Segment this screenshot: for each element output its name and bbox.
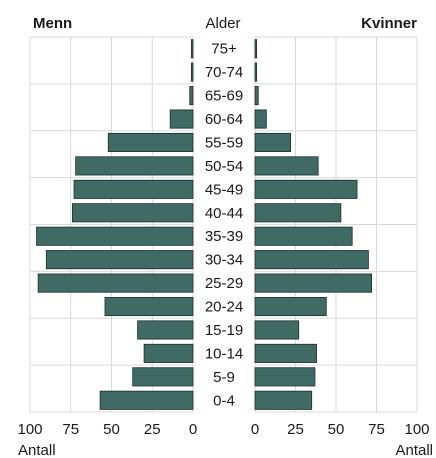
bar-menn-35-39	[36, 226, 194, 246]
age-label: 40-44	[205, 205, 243, 222]
bar-menn-50-54	[75, 156, 194, 176]
age-label: 35-39	[205, 228, 243, 245]
tick-label-left: 100	[17, 421, 42, 438]
tick-label-left: 50	[103, 421, 120, 438]
bar-kvinner-50-54	[254, 156, 319, 176]
tick-label-right: 0	[251, 421, 259, 438]
age-label: 20-24	[205, 299, 243, 316]
age-label: 70-74	[205, 64, 243, 81]
right-axis-label: Antall	[395, 442, 433, 458]
bar-menn-75+	[190, 39, 194, 59]
left-title: Menn	[33, 15, 72, 32]
age-label: 75+	[211, 41, 237, 58]
bar-kvinner-60-64	[254, 109, 267, 129]
tick-label-left: 25	[144, 421, 161, 438]
bar-kvinner-15-19	[254, 320, 300, 340]
bar-kvinner-5-9	[254, 367, 316, 387]
age-label: 0-4	[213, 392, 235, 409]
bar-menn-5-9	[132, 367, 194, 387]
bar-menn-45-49	[73, 179, 194, 199]
right-title: Kvinner	[361, 15, 417, 32]
tick-label-left: 75	[62, 421, 79, 438]
bar-menn-30-34	[45, 250, 194, 270]
age-label: 25-29	[205, 275, 243, 292]
tick-label-right: 100	[404, 421, 429, 438]
age-label: 5-9	[213, 369, 235, 386]
tick-label-right: 50	[328, 421, 345, 438]
bar-menn-10-14	[143, 343, 194, 363]
tick-label-left: 0	[189, 421, 197, 438]
tick-label-right: 25	[287, 421, 304, 438]
axis-ticks: 0 0 25 25 50 50 75 75 100 100	[17, 421, 429, 438]
age-label: 60-64	[205, 111, 243, 128]
bar-menn-25-29	[37, 273, 194, 293]
bar-kvinner-65-69	[254, 86, 259, 106]
bar-menn-65-69	[189, 86, 194, 106]
bars	[36, 39, 373, 410]
bar-menn-40-44	[71, 203, 194, 223]
age-label: 55-59	[205, 134, 243, 151]
bar-kvinner-20-24	[254, 296, 327, 317]
bar-kvinner-35-39	[254, 226, 353, 246]
bar-kvinner-25-29	[254, 273, 373, 293]
bar-kvinner-10-14	[254, 343, 317, 363]
bar-kvinner-0-4	[254, 390, 313, 410]
bar-menn-60-64	[169, 109, 194, 129]
tick-label-right: 75	[368, 421, 385, 438]
center-label: Alder	[205, 15, 240, 32]
age-label: 15-19	[205, 322, 243, 339]
age-label: 65-69	[205, 88, 243, 105]
age-label: 10-14	[205, 345, 243, 362]
bar-menn-70-74	[190, 62, 194, 82]
left-axis-label: Antall	[18, 442, 56, 458]
bar-menn-0-4	[99, 390, 194, 410]
grid-lines	[29, 36, 418, 413]
bar-kvinner-55-59	[254, 132, 292, 153]
bar-kvinner-70-74	[254, 62, 258, 82]
bar-menn-55-59	[107, 132, 194, 153]
bar-kvinner-45-49	[254, 179, 358, 199]
age-label: 50-54	[205, 158, 243, 175]
age-label: 30-34	[205, 252, 243, 269]
bar-kvinner-75+	[254, 39, 258, 59]
bar-kvinner-30-34	[254, 250, 369, 270]
age-labels: 75+ 70-74 65-69 60-64 55-59 50-54 45-49 40-44 35…	[205, 41, 243, 410]
bar-kvinner-40-44	[254, 203, 342, 223]
bar-menn-20-24	[104, 296, 194, 317]
age-label: 45-49	[205, 181, 243, 198]
bar-menn-15-19	[137, 320, 194, 340]
